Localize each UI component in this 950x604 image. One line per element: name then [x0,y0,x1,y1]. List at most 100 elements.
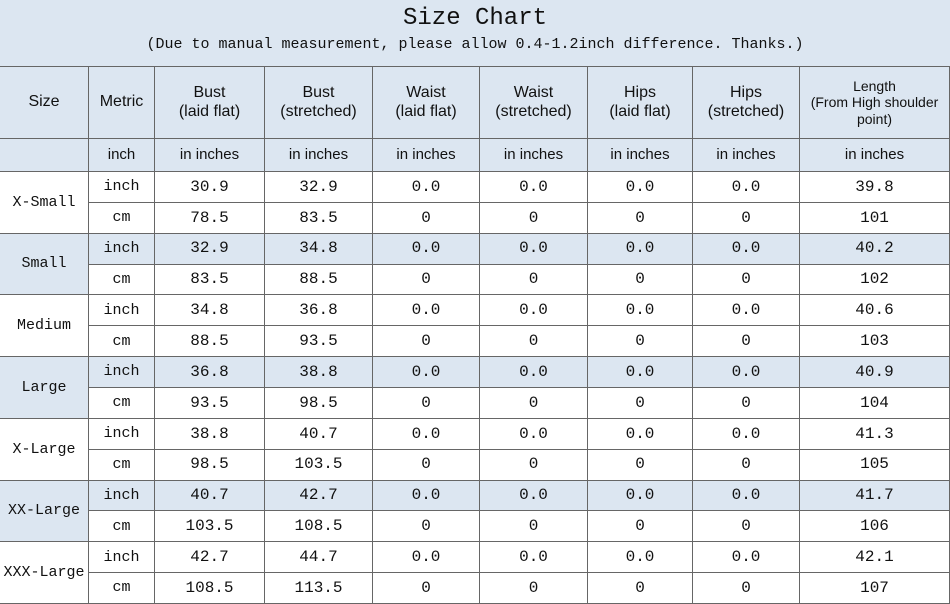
data-cell: 32.9 [265,172,373,203]
data-cell: 40.6 [800,295,950,327]
data-cell: inch [89,542,155,574]
data-cell: 78.5 [155,202,265,234]
cell-text: X-Large [12,440,76,458]
cell-text: 0.0 [625,177,655,196]
data-cell: 38.8 [265,357,373,388]
cell-text: 88.5 [299,270,338,289]
data-cell: 44.7 [265,542,373,574]
data-cell: 98.5 [265,388,373,419]
cell-text: 44.7 [299,548,338,566]
cell-text: X-Small [12,193,76,211]
data-cell: inch [89,480,155,512]
cell-text: inch [103,425,140,443]
cell-text: 93.5 [190,393,229,412]
cell-text: point) [856,110,893,127]
data-cell: 0.0 [480,295,588,327]
data-cell: 0.0 [588,233,693,265]
cell-text: in inches [503,146,564,164]
cell-text: (laid flat) [178,102,241,120]
cell-text: 0.0 [625,486,655,505]
data-cell: cm [89,511,155,543]
cell-text: 83.5 [299,208,338,227]
cell-text: (stretched) [707,102,785,120]
units-cell: in inches [373,139,480,172]
data-cell: 0 [373,511,480,543]
cell-text: 42.7 [299,486,338,505]
cell-text: 108.5 [294,517,343,536]
cell-text: 0 [528,455,539,474]
cell-text: 0.0 [731,362,761,381]
cell-text: 93.5 [299,332,338,350]
cell-text: 0.0 [519,239,548,258]
cell-text: 0 [741,517,751,536]
data-cell: 0 [693,264,800,296]
cell-text: 0.0 [731,548,761,566]
data-cell: cm [89,202,155,234]
data-cell: 0.0 [480,233,588,265]
data-cell: 0 [693,388,800,419]
cell-text: cm [112,456,131,473]
data-cell: 0 [693,326,800,358]
cell-text: 42.7 [190,548,229,566]
cell-text: (laid flat) [395,102,457,120]
data-cell: 108.5 [265,511,373,543]
data-cell: 0.0 [693,542,800,574]
data-cell: 0 [373,326,480,358]
cell-text: 32.9 [299,177,338,196]
cell-text: 0.0 [731,424,761,443]
cell-text: 0.0 [411,548,441,566]
header-cell: Hips (laid flat) [588,67,693,139]
units-cell: in inches [800,139,950,172]
cell-text: 42.1 [855,548,894,566]
title: Size Chart [402,5,548,32]
cell-text: 0.0 [625,548,655,566]
cell-text: 98.5 [190,455,229,474]
data-cell: 0.0 [588,542,693,574]
cell-text: 0 [741,208,751,227]
cell-text: 0.0 [411,424,441,443]
data-cell: 40.2 [800,233,950,265]
units-cell [0,139,89,172]
cell-text: Size [28,93,60,111]
cell-text: 34.8 [299,239,338,258]
cell-text: 40.7 [190,486,229,505]
cell-text: 30.9 [190,177,229,196]
units-cell: in inches [588,139,693,172]
cell-text: 103.5 [294,455,343,474]
data-cell: 102 [800,264,950,296]
data-cell: 113.5 [265,573,373,604]
cell-text: 0 [528,578,539,597]
cell-text: inch [103,240,140,257]
data-cell: 0 [588,202,693,234]
cell-text: 0.0 [519,177,548,196]
data-cell: inch [89,418,155,450]
cell-text: Small [21,255,67,273]
cell-text: 40.2 [855,239,894,258]
cell-text: 0 [635,517,645,536]
data-cell: 0 [693,449,800,481]
data-cell: 0 [480,326,588,358]
cell-text: 108.5 [185,578,234,597]
data-cell: 0.0 [588,357,693,388]
cell-text: 0.0 [731,486,761,505]
data-cell: 103 [800,326,950,358]
data-cell: 0 [373,202,480,234]
header-cell: Waist (laid flat) [373,67,480,139]
data-cell: cm [89,449,155,481]
data-cell: 0.0 [693,295,800,327]
cell-text: 41.3 [855,424,894,443]
cell-text: (From High shoulder [810,94,939,111]
cell-text: 0 [421,208,431,227]
units-cell: in inches [480,139,588,172]
data-cell: 0.0 [373,357,480,388]
data-cell: 40.7 [155,480,265,512]
data-cell: 0.0 [588,295,693,327]
data-cell: 88.5 [265,264,373,296]
data-cell: inch [89,233,155,265]
data-cell: 0.0 [693,480,800,512]
size-cell: X-Small [0,172,89,234]
data-cell: 106 [800,511,950,543]
cell-text: 0 [528,208,539,227]
data-cell: 0.0 [373,295,480,327]
data-cell: 0.0 [480,172,588,203]
